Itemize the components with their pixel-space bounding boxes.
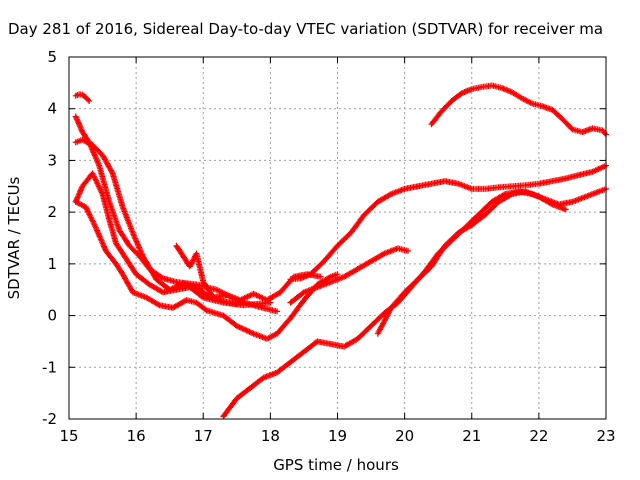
y-tick-label: -2 xyxy=(42,410,57,428)
series-trace-f xyxy=(173,242,324,304)
y-tick-label: 3 xyxy=(47,151,57,169)
chart-title: Day 281 of 2016, Sidereal Day-to-day VTE… xyxy=(8,20,603,38)
x-tick-label: 19 xyxy=(328,427,347,445)
series-markers xyxy=(72,91,93,104)
y-tick-label: -1 xyxy=(42,358,57,376)
series-trace-h xyxy=(287,245,411,306)
series-markers xyxy=(287,162,609,283)
x-tick-label: 16 xyxy=(127,427,146,445)
series-markers xyxy=(173,242,324,304)
y-tick-label: 2 xyxy=(47,203,57,221)
x-tick-label: 15 xyxy=(59,427,78,445)
series-trace-a xyxy=(72,91,93,104)
series-trace-g xyxy=(287,162,609,283)
series-layer xyxy=(72,82,609,420)
y-axis-label: SDTVAR / TECUs xyxy=(5,176,23,299)
series-markers xyxy=(428,82,609,138)
y-tick-label: 4 xyxy=(47,100,57,118)
x-tick-label: 20 xyxy=(395,427,414,445)
y-tick-label: 5 xyxy=(47,48,57,66)
x-axis-label: GPS time / hours xyxy=(273,456,399,474)
x-tick-label: 21 xyxy=(462,427,481,445)
x-tick-label: 18 xyxy=(261,427,280,445)
x-tick-label: 22 xyxy=(529,427,548,445)
series-markers xyxy=(72,198,341,342)
series-markers xyxy=(374,188,569,337)
series-trace-e xyxy=(72,198,341,342)
grid xyxy=(69,57,606,419)
x-tick-label: 17 xyxy=(194,427,213,445)
y-tick-label: 0 xyxy=(47,307,57,325)
series-trace-k xyxy=(428,82,609,138)
x-tick-label: 23 xyxy=(596,427,615,445)
series-markers xyxy=(287,245,411,306)
y-tick-label: 1 xyxy=(47,255,57,273)
series-trace-j xyxy=(374,188,569,337)
